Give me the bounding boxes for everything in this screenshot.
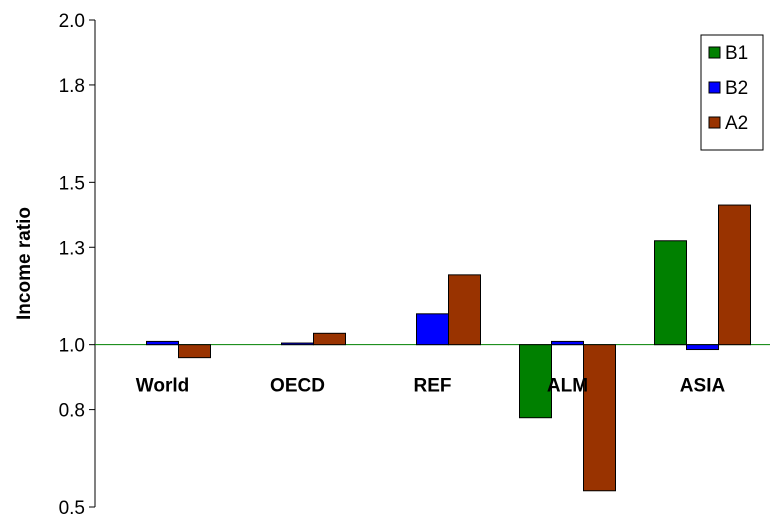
legend-label: B1 xyxy=(725,43,748,64)
category-label: REF xyxy=(414,376,452,397)
legend-label: A2 xyxy=(725,113,748,134)
bar-b1-alm xyxy=(519,344,552,419)
legend-swatch xyxy=(708,46,721,59)
bar-b2-asia xyxy=(686,344,719,351)
y-tick-label: 1.5 xyxy=(59,173,85,194)
y-axis: 0.5 0.8 1.0 1.3 1.5 1.8 2.0 xyxy=(59,11,95,515)
bar-b2-world xyxy=(146,340,179,346)
y-tick-label: 1.0 xyxy=(59,336,85,357)
y-tick-label: 2.0 xyxy=(59,11,85,32)
bars xyxy=(146,204,751,492)
legend-swatch xyxy=(708,81,721,94)
bar-b2-ref xyxy=(416,313,449,346)
y-tick-label: 0.8 xyxy=(59,401,85,422)
y-tick-label: 1.3 xyxy=(59,238,85,259)
category-label: ALM xyxy=(547,376,588,397)
bar-b2-oecd xyxy=(281,342,314,346)
y-tick-label: 1.8 xyxy=(59,76,85,97)
category-label: World xyxy=(136,376,189,397)
category-labels: World OECD REF ALM ASIA xyxy=(136,376,726,397)
legend: B1 B2 A2 xyxy=(700,34,764,151)
bar-a2-world xyxy=(178,344,211,359)
bar-a2-alm xyxy=(583,344,616,492)
legend-label: B2 xyxy=(725,78,748,99)
bar-a2-asia xyxy=(718,204,751,346)
legend-swatch xyxy=(708,116,721,129)
bar-a2-ref xyxy=(448,274,481,346)
category-label: ASIA xyxy=(680,376,726,397)
bar-b1-asia xyxy=(654,240,687,346)
y-tick-label: 0.5 xyxy=(59,498,85,515)
y-axis-label: Income ratio xyxy=(14,207,35,320)
bar-b2-alm xyxy=(551,340,584,346)
bar-a2-oecd xyxy=(313,332,346,346)
category-label: OECD xyxy=(270,376,325,397)
